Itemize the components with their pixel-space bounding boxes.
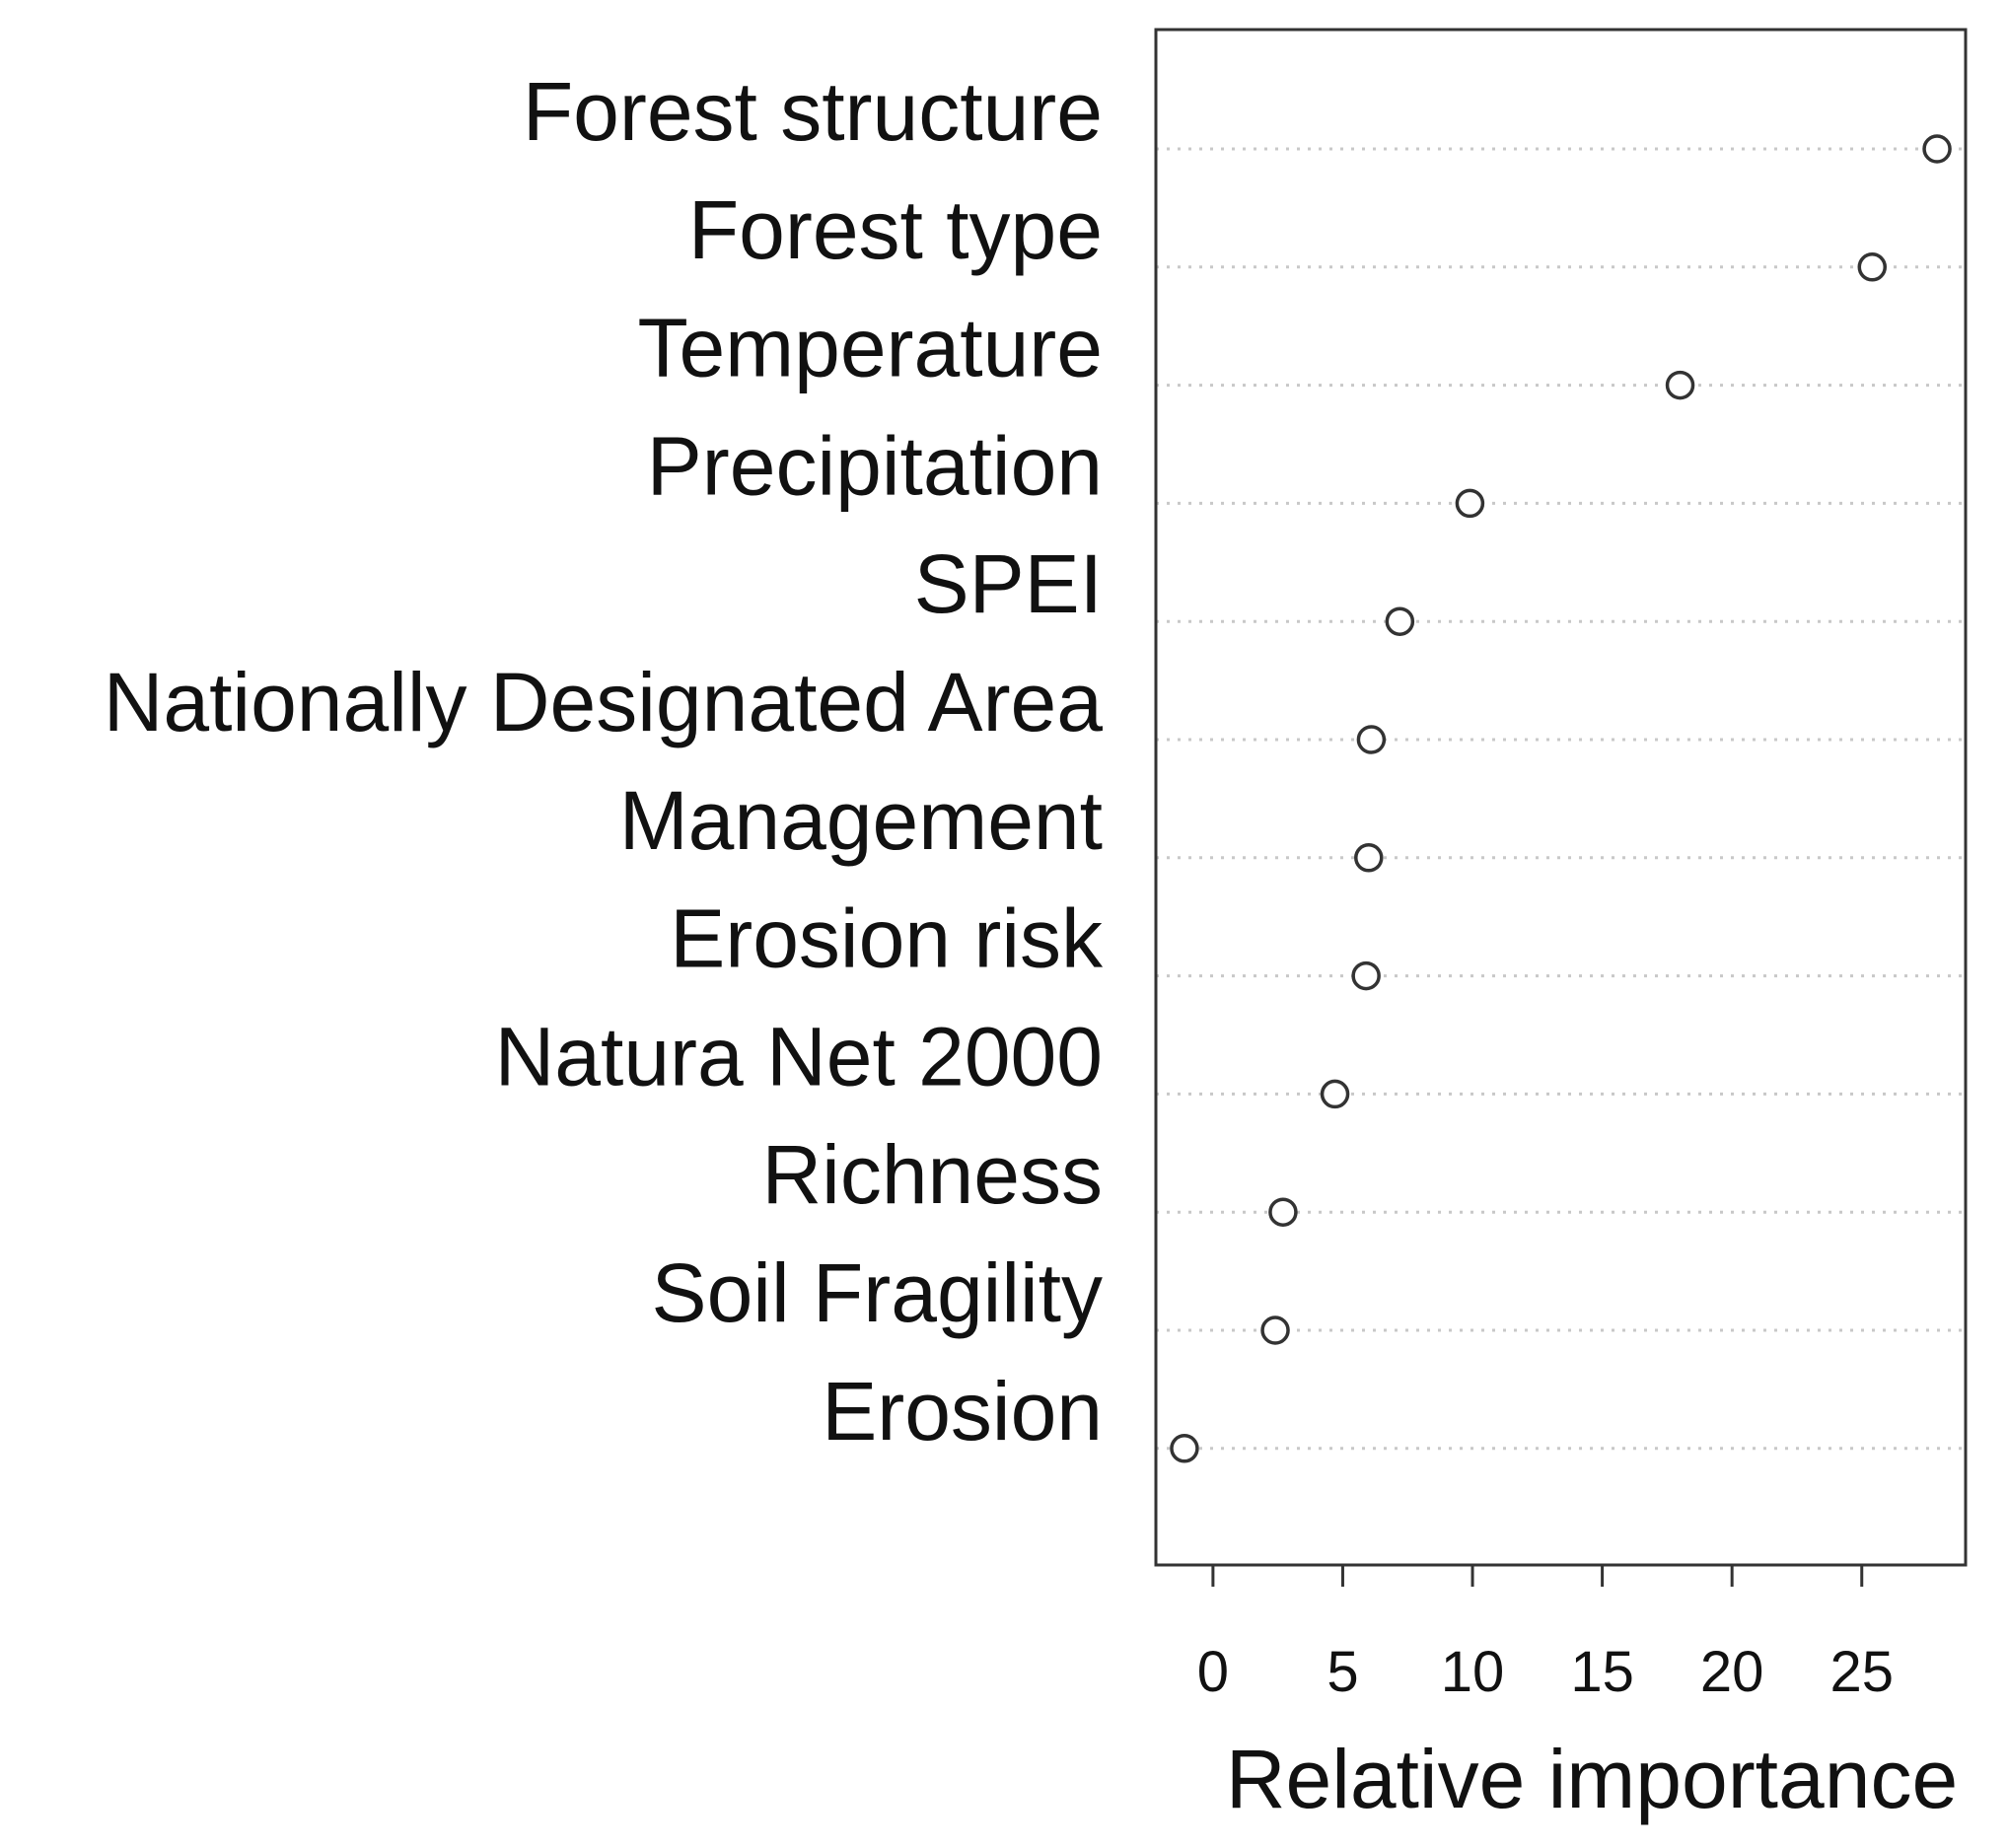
data-point [1356,725,1387,754]
data-point [1922,134,1952,164]
category-label: Erosion risk [670,892,1104,985]
category-label: Temperature [637,302,1103,394]
data-point [1268,1197,1298,1227]
data-point [1665,370,1695,400]
x-tick-label: 20 [1700,1640,1764,1704]
data-point [1354,843,1384,873]
x-tick-label: 10 [1441,1640,1505,1704]
data-points [1170,134,1952,1463]
x-tick-label: 15 [1570,1640,1634,1704]
category-label: Natura Net 2000 [495,1010,1103,1102]
data-point [1260,1315,1290,1345]
x-axis-title: Relative importance [1226,1733,1958,1825]
data-point [1385,606,1415,636]
data-point [1351,960,1381,991]
category-label: Erosion [822,1365,1103,1457]
x-tick-label: 5 [1327,1640,1358,1704]
category-label: Nationally Designated Area [104,656,1104,748]
category-label: Soil Fragility [652,1246,1103,1339]
data-point [1857,252,1888,282]
plot-frame [1154,28,1968,1567]
category-label: Forest structure [523,65,1103,158]
category-labels: Forest structure Forest type Temperature Pr… [104,65,1104,1457]
data-point [1170,1434,1199,1463]
category-label: Management [619,774,1103,867]
x-axis: 0 5 10 15 20 25 [1197,1565,1894,1704]
category-label: Precipitation [647,419,1103,512]
grid-lines [1156,147,1966,1451]
category-label: Forest type [688,183,1103,276]
data-point [1320,1079,1350,1109]
category-label: SPEI [914,537,1103,630]
data-point [1455,488,1485,519]
x-tick-label: 0 [1197,1640,1229,1704]
x-tick-label: 25 [1829,1640,1894,1704]
category-label: Richness [762,1128,1103,1221]
